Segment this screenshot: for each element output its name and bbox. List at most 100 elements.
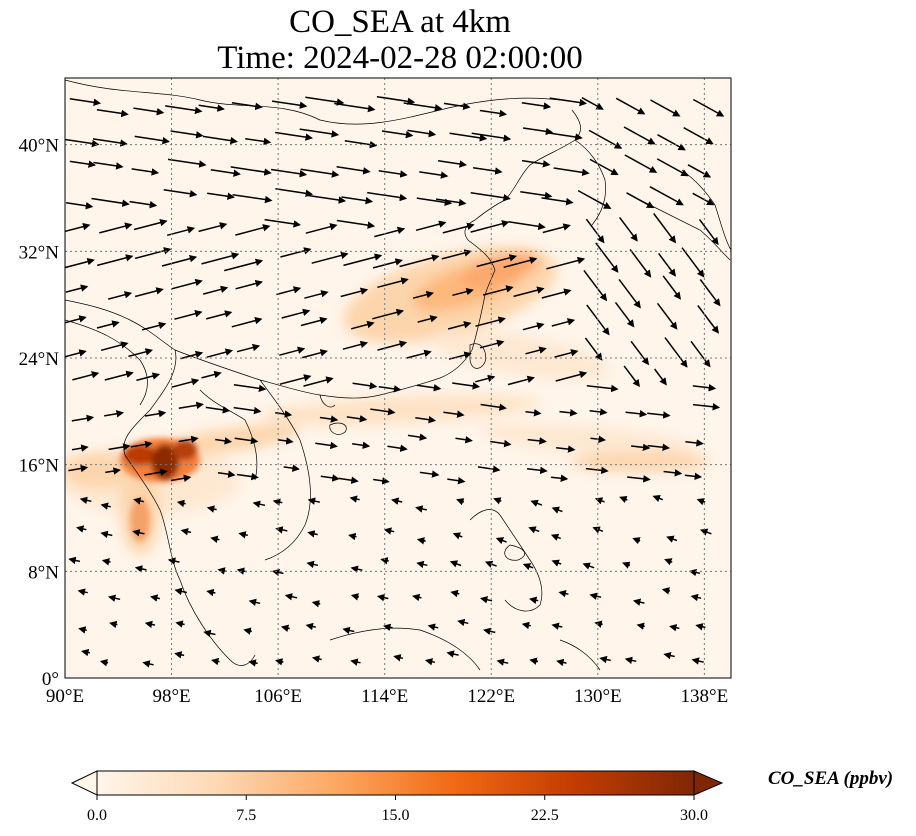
wind-arrow [167,158,207,168]
wind-arrow [387,444,408,452]
wind-arrow [391,497,403,505]
wind-arrow [626,192,655,209]
wind-arrow [105,467,121,475]
wind-arrow [692,403,721,411]
latitude-axis: 0° 8°N 16°N 24°N 32°N 40°N [19,136,60,690]
wind-arrow [522,127,554,136]
wind-arrow [231,317,263,328]
wind-arrow [632,537,641,545]
wind-arrow [661,587,671,595]
wind-arrow [663,469,683,477]
wind-arrow [399,254,440,268]
wind-arrow [238,531,249,539]
wind-arrow [133,218,168,231]
wind-arrow [281,308,311,319]
lat-tick-label: 8°N [28,562,59,583]
wind-arrow [224,258,264,272]
map-title: CO_SEA at 4km Time: 2024-02-28 02:00:00 [0,4,800,76]
wind-arrow [264,218,301,228]
wind-arrow [656,302,678,330]
colorbar-tick-label: 30.0 [680,807,708,824]
wind-arrow [203,629,216,638]
wind-arrow [201,370,222,379]
wind-arrow [376,593,389,602]
wind-arrow [141,321,167,331]
wind-arrow [551,622,563,630]
wind-arrow [136,372,161,382]
wind-arrow [479,109,508,118]
wind-arrow [521,102,552,110]
wind-arrow [144,468,168,476]
wind-arrow [619,216,638,242]
wind-arrow [274,658,284,666]
wind-arrow [503,256,538,269]
wind-arrow [378,170,408,178]
wind-arrow [350,593,360,601]
wind-arrow [447,476,466,485]
wind-arrow [699,528,712,536]
wind-arrow [577,189,612,209]
wind-arrow [662,275,681,300]
colorbar: 0.0 7.5 15.0 22.5 30.0 [70,770,724,824]
wind-arrow [476,254,517,268]
wind-arrow [210,535,220,543]
wind-arrow [134,247,172,260]
wind-arrow [93,161,124,170]
wind-arrow [252,500,266,508]
wind-arrow [529,596,539,604]
wind-arrow [585,466,609,475]
wind-arrow [525,409,542,417]
wind-arrow [280,247,312,258]
wind-arrow [99,659,109,667]
wind-arrow [378,385,402,393]
wind-arrow [585,218,605,244]
wind-arrow [144,409,167,418]
wind-arrow [542,223,571,234]
wind-arrow [97,254,134,267]
wind-arrow [76,525,87,533]
wind-arrow [271,100,308,109]
wind-arrow [441,249,472,260]
wind-arrow [233,384,267,393]
wind-arrow [243,627,252,635]
wind-arrow [65,201,94,210]
wind-arrow [142,660,154,668]
lat-tick-label: 0° [42,669,59,690]
wind-arrow [592,526,604,534]
wind-arrow [367,191,408,202]
wind-arrow [456,498,465,506]
wind-arrow [449,560,462,568]
wind-arrow [217,470,236,478]
wind-arrow [202,135,238,145]
wind-arrow [174,651,185,659]
wind-arrow [521,159,551,168]
wind-arrow [275,187,314,198]
wind-arrow [417,315,438,323]
wind-arrow [483,285,514,296]
wind-arrow [622,561,631,569]
wind-arrow [130,440,153,449]
wind-arrow [236,343,261,353]
wind-arrow [546,132,583,141]
wind-arrow [176,499,186,508]
wind-arrow [104,410,124,418]
wind-arrow [104,370,134,381]
wind-arrow [78,626,87,634]
wind-arrow [236,472,259,481]
wind-arrow [372,308,405,320]
wind-arrow [477,465,501,473]
wind-arrow [338,476,359,484]
wind-arrow [134,565,147,573]
wind-arrow [350,658,361,666]
wind-arrow [99,222,133,234]
wind-arrow [65,349,87,358]
wind-arrow [530,499,543,507]
wind-arrow [541,197,574,206]
wind-arrow [528,526,540,534]
wind-arrow [100,502,111,510]
lon-tick-label: 122°E [467,686,515,707]
coastlines [65,79,731,671]
wind-arrow [96,320,120,329]
wind-arrow [541,288,572,299]
wind-arrow [68,556,81,565]
